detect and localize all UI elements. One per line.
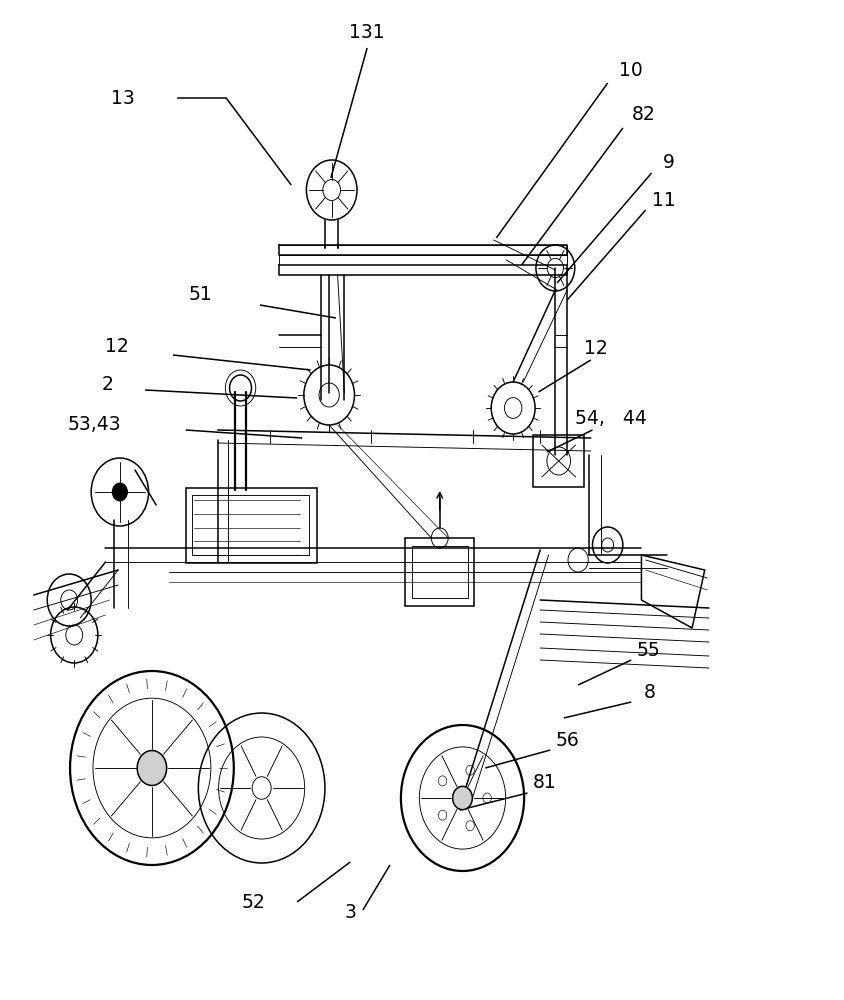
Bar	[412, 546, 468, 598]
Text: 56: 56	[555, 730, 579, 750]
Text: 52: 52	[241, 892, 265, 912]
Text: 53,43: 53,43	[68, 416, 122, 434]
Text: 81: 81	[533, 772, 556, 792]
Text: 55: 55	[636, 641, 660, 660]
Text: 12: 12	[584, 338, 608, 358]
Text: 9: 9	[663, 153, 674, 172]
Text: 8: 8	[644, 682, 656, 702]
Text: 131: 131	[349, 22, 385, 41]
Bar	[405, 538, 474, 606]
Text: 12: 12	[105, 338, 128, 357]
Text: 11: 11	[652, 190, 675, 210]
Bar	[533, 435, 584, 487]
Text: 82: 82	[631, 105, 655, 124]
Text: 3: 3	[344, 904, 356, 922]
Circle shape	[452, 786, 473, 810]
Circle shape	[138, 751, 166, 785]
Text: 2: 2	[102, 375, 114, 394]
Text: 10: 10	[619, 60, 643, 80]
Bar	[186, 488, 316, 563]
Text: 51: 51	[189, 286, 213, 304]
Text: 13: 13	[111, 89, 134, 107]
Text: 54,   44: 54, 44	[575, 408, 647, 428]
Circle shape	[112, 483, 127, 501]
Bar	[192, 495, 309, 555]
